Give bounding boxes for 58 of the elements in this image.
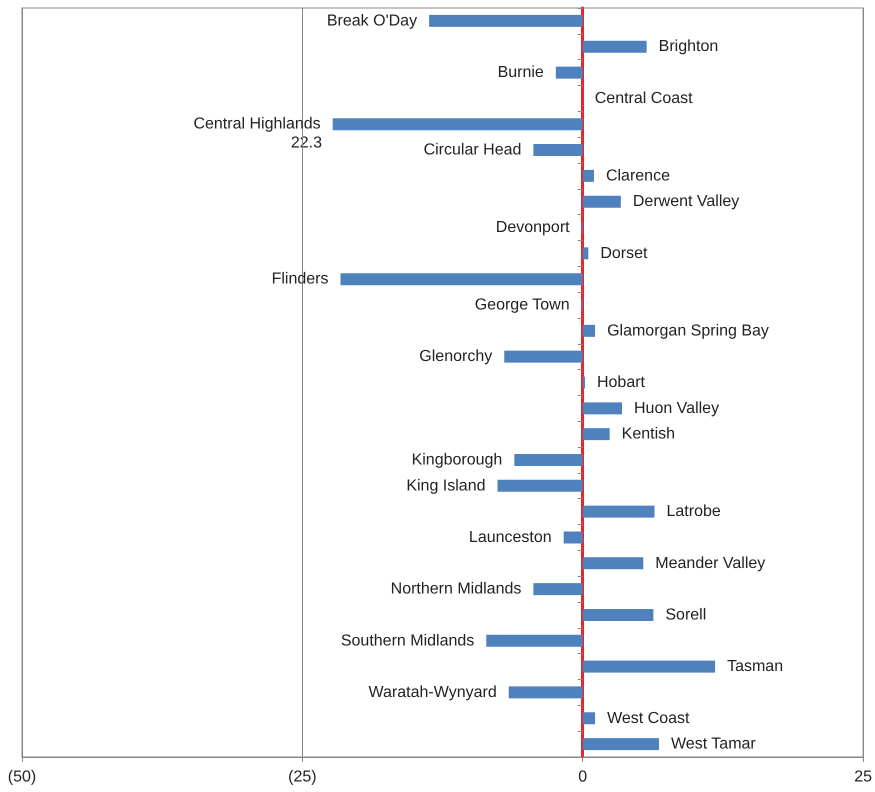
- bar: [332, 118, 583, 130]
- y-tick-label: Kingborough: [412, 451, 502, 468]
- bar: [582, 506, 655, 518]
- y-tick-label: Brighton: [658, 38, 718, 56]
- y-tick-label: Tasman: [727, 658, 784, 676]
- y-tick-label: Kentish: [622, 426, 676, 443]
- bar: [582, 196, 621, 208]
- bar: [564, 531, 583, 544]
- y-tick-label: Clarence: [606, 167, 670, 184]
- bar: [582, 247, 588, 260]
- bar: [582, 608, 654, 621]
- y-tick-label: Meander Valley: [655, 554, 766, 572]
- bar: [514, 454, 583, 466]
- y-tick-label: King Island: [406, 477, 486, 494]
- bar: [582, 170, 594, 182]
- x-tick-label: 25: [854, 768, 872, 786]
- bar: [582, 324, 596, 337]
- bar: [582, 712, 596, 724]
- x-tick-label: (25): [288, 768, 317, 786]
- y-tick-label: Southern Midlands: [340, 632, 474, 650]
- y-tick-label: Burnie: [498, 64, 544, 82]
- bar: [486, 634, 583, 647]
- bar: [429, 14, 583, 27]
- y-tick-label: Central Highlands: [193, 116, 321, 133]
- y-tick-label: Dorset: [600, 244, 648, 262]
- x-tick-label: (50): [8, 768, 36, 786]
- bar: [582, 557, 644, 570]
- y-tick-label: Circular Head: [424, 142, 522, 159]
- bar: [582, 738, 659, 750]
- bar: [556, 66, 583, 79]
- y-tick-label: West Coast: [607, 710, 690, 727]
- y-tick-label: Glenorchy: [419, 348, 492, 366]
- y-tick-label: Glamorgan Spring Bay: [607, 322, 769, 340]
- bar: [533, 144, 583, 156]
- y-tick-label: Huon Valley: [634, 400, 720, 417]
- bar: [340, 273, 583, 286]
- y-tick-label: Latrobe: [666, 503, 721, 520]
- bar: [582, 428, 610, 440]
- y-tick-label: Hobart: [596, 374, 646, 391]
- y-tick-label: Launceston: [468, 528, 552, 546]
- y-tick-label: West Tamar: [670, 736, 756, 753]
- y-tick-label: Devonport: [496, 219, 570, 236]
- y-tick-label: George Town: [474, 296, 570, 314]
- y-tick-label: Sorell: [665, 606, 706, 624]
- bar: [498, 480, 583, 492]
- y-tick-label: Break O'Day: [326, 12, 418, 30]
- bar: [582, 660, 716, 673]
- bar: [582, 402, 622, 414]
- y-tick-label: Central Coast: [594, 90, 694, 107]
- y-tick-label: Derwent Valley: [632, 193, 740, 210]
- bar: [533, 583, 583, 596]
- y-tick-label: Northern Midlands: [390, 580, 522, 598]
- x-tick-label: 0: [578, 768, 588, 786]
- y-tick-label: Waratah-Wynyard: [368, 684, 497, 701]
- y-tick-label: Flinders: [272, 270, 328, 288]
- bar: [504, 350, 583, 363]
- bar: [582, 40, 647, 53]
- bar: [508, 686, 583, 698]
